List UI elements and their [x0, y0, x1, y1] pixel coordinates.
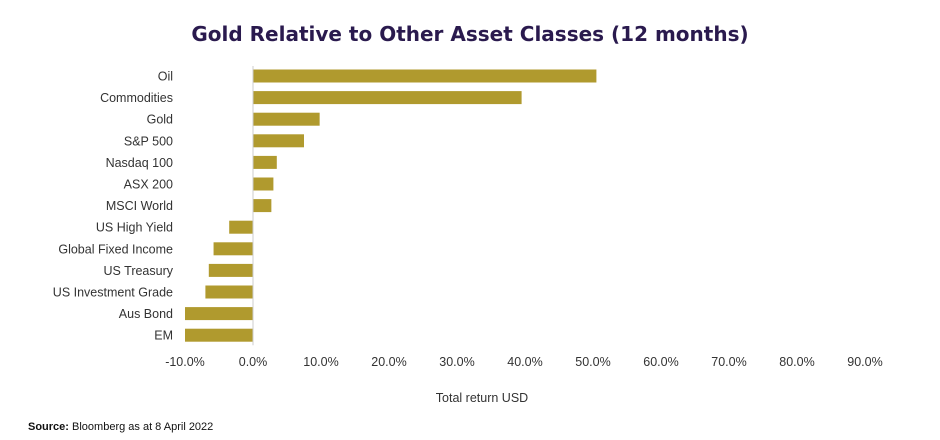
x-tick-label: 80.0% [779, 355, 814, 369]
bar-em [185, 328, 253, 342]
source-note: Source: Bloomberg as at 8 April 2022 [28, 421, 213, 433]
category-label: Global Fixed Income [58, 242, 173, 256]
x-tick-label: 20.0% [371, 355, 406, 369]
x-tick-label: 70.0% [711, 355, 746, 369]
category-label: Gold [147, 113, 173, 127]
x-axis-title: Total return USD [436, 391, 528, 405]
bar-us-high-yield [229, 220, 253, 234]
bar-us-treasury [208, 263, 253, 277]
bar-us-investment-grade [205, 285, 253, 299]
category-label: MSCI World [106, 199, 173, 213]
x-tick-label: 40.0% [507, 355, 542, 369]
bar-global-fixed-income [213, 242, 253, 256]
chart-title: Gold Relative to Other Asset Classes (12… [191, 22, 749, 46]
bar-msci-world [253, 199, 272, 213]
x-tick-label: 90.0% [847, 355, 882, 369]
x-tick-label: 0.0% [239, 355, 268, 369]
category-label: US Investment Grade [53, 286, 173, 300]
category-label: Aus Bond [119, 307, 173, 321]
bar-nasdaq-100 [253, 155, 277, 169]
category-label: S&P 500 [124, 134, 173, 148]
bar-commodities [253, 91, 522, 105]
category-label: Commodities [100, 91, 173, 105]
bar-asx-200 [253, 177, 274, 191]
bar-s-p-500 [253, 134, 304, 148]
x-tick-label: 30.0% [439, 355, 474, 369]
source-text: Bloomberg as at 8 April 2022 [72, 421, 214, 433]
category-label: ASX 200 [124, 178, 173, 192]
bar-oil [253, 69, 597, 83]
bar-aus-bond [185, 307, 253, 321]
category-label: Oil [158, 70, 173, 84]
category-label: EM [154, 329, 173, 343]
x-tick-label: -10.0% [165, 355, 205, 369]
x-tick-label: 50.0% [575, 355, 610, 369]
source-label: Source: [28, 421, 69, 433]
x-tick-label: 60.0% [643, 355, 678, 369]
x-tick-label: 10.0% [303, 355, 338, 369]
category-label: US High Yield [96, 221, 173, 235]
category-label: Nasdaq 100 [106, 156, 173, 170]
category-label: US Treasury [104, 264, 174, 278]
bar-gold [253, 112, 320, 126]
